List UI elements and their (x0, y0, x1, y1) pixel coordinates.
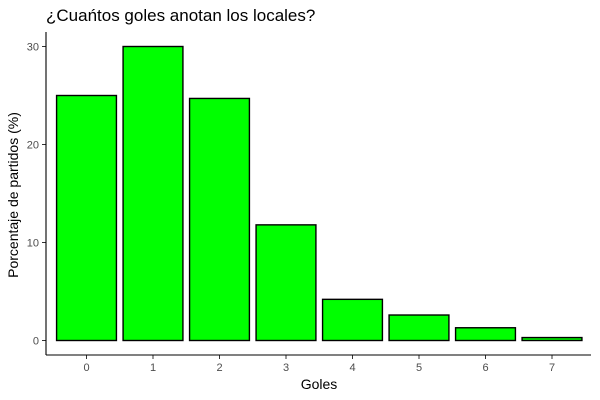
y-tick-label-30: 30 (27, 42, 39, 54)
x-tick-label-2: 2 (216, 362, 222, 374)
bar-7 (521, 336, 583, 342)
x-tick-label-0: 0 (83, 362, 89, 374)
y-axis-ticks: 0 10 20 30 (27, 42, 46, 348)
x-tick-label-7: 7 (549, 362, 555, 374)
bar-5 (388, 314, 450, 342)
x-tick-label-3: 3 (283, 362, 289, 374)
bar-2 (188, 97, 251, 342)
x-tick-label-6: 6 (482, 362, 488, 374)
bar-4 (321, 298, 384, 342)
x-axis-ticks: 0 1 2 3 4 5 6 7 (83, 355, 555, 374)
bar-0 (55, 94, 118, 342)
y-tick-label-20: 20 (27, 140, 39, 152)
y-axis-title: Porcentaje de partidos (%) (5, 112, 21, 278)
x-tick-label-1: 1 (150, 362, 156, 374)
y-tick-label-0: 0 (33, 336, 39, 348)
bar-3 (255, 224, 317, 342)
x-tick-label-5: 5 (416, 362, 422, 374)
x-axis-title: Goles (301, 376, 338, 392)
y-tick-label-10: 10 (27, 238, 39, 250)
chart-title: ¿Cuańtos goles anotan los locales? (46, 6, 315, 25)
bar-6 (454, 327, 517, 342)
bars-group (55, 45, 583, 342)
x-tick-label-4: 4 (349, 362, 355, 374)
bar-1 (122, 45, 184, 342)
